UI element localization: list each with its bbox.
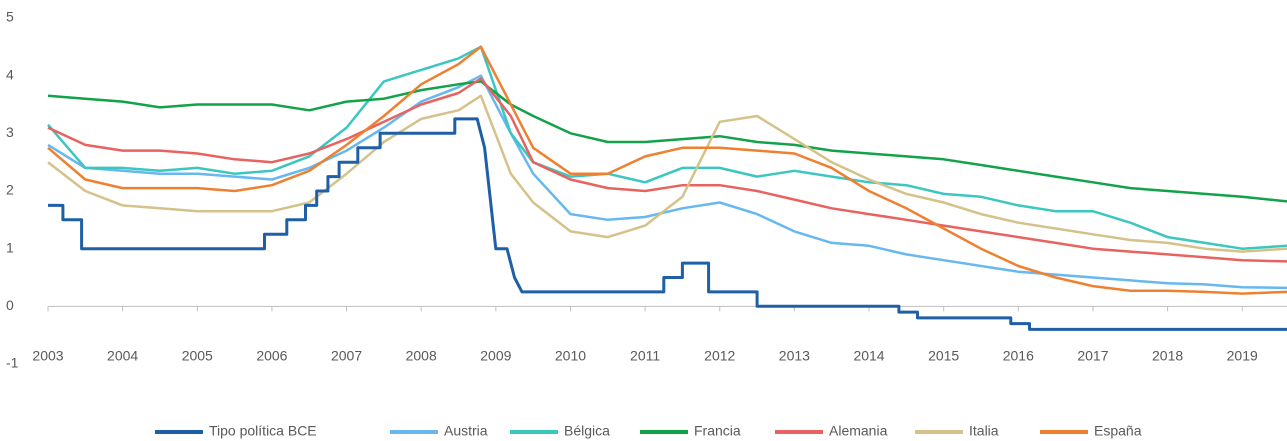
legend-label: Francia — [694, 423, 741, 439]
legend-label: Tipo política BCE — [209, 423, 317, 439]
y-tick-label: 0 — [6, 297, 14, 313]
x-tick-label: 2008 — [406, 348, 437, 364]
series-line — [47, 45, 1287, 295]
y-tick-label: 3 — [6, 124, 14, 140]
x-tick-label: 2016 — [1003, 348, 1034, 364]
series-line — [47, 74, 1287, 290]
series-line — [47, 80, 1287, 203]
x-tick-label: 2006 — [256, 348, 287, 364]
series-line — [47, 94, 1287, 253]
x-tick-label: 2009 — [480, 348, 511, 364]
legend-label: Bélgica — [564, 423, 610, 439]
x-tick-label: 2010 — [555, 348, 586, 364]
series-line — [47, 45, 1287, 250]
series-line — [48, 117, 1287, 331]
x-tick-label: 2011 — [630, 348, 660, 364]
x-tick-label: 2018 — [1152, 348, 1183, 364]
y-tick-label: -1 — [6, 355, 19, 371]
x-tick-label: 2005 — [182, 348, 213, 364]
y-tick-label: 4 — [6, 66, 14, 82]
x-tick-label: 2012 — [704, 348, 735, 364]
x-tick-label: 2007 — [331, 348, 362, 364]
x-tick-label: 2014 — [853, 348, 884, 364]
legend-label: Italia — [969, 423, 999, 439]
y-tick-label: 2 — [6, 182, 14, 198]
y-tick-label: 5 — [6, 9, 14, 25]
legend-label: Alemania — [829, 423, 888, 439]
legend-label: Austria — [444, 423, 488, 439]
x-tick-label: 2017 — [1077, 348, 1108, 364]
y-tick-label: 1 — [6, 239, 14, 255]
series-line — [47, 77, 1287, 263]
x-tick-label: 2013 — [779, 348, 810, 364]
x-tick-label: 2019 — [1227, 348, 1258, 364]
legend-label: España — [1094, 423, 1142, 439]
x-tick-label: 2003 — [32, 348, 63, 364]
x-tick-label: 2015 — [928, 348, 959, 364]
x-tick-label: 2004 — [107, 348, 138, 364]
